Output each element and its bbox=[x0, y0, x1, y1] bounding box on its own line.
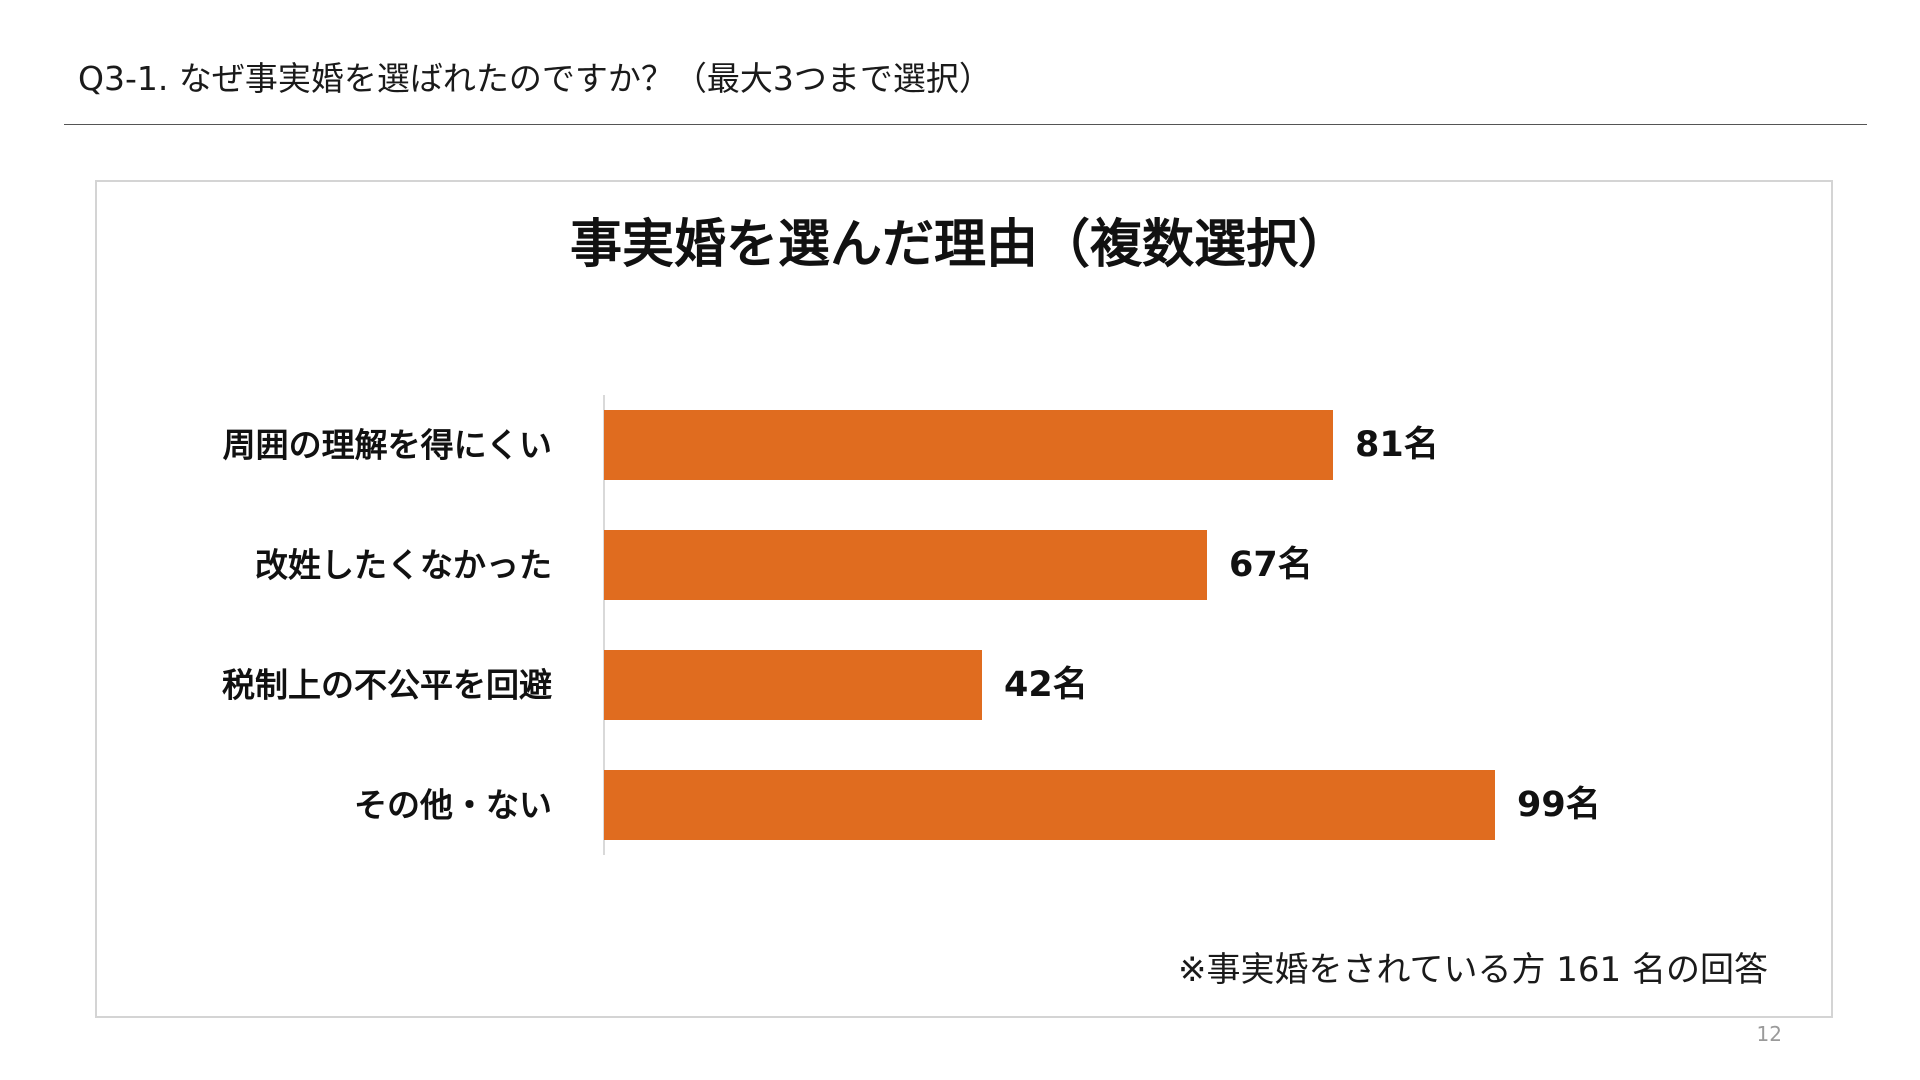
respondent-note: ※事実婚をされている方 161 名の回答 bbox=[1178, 950, 1768, 990]
data-label: 42名 bbox=[1004, 665, 1088, 705]
bar bbox=[604, 410, 1333, 480]
page-number: 12 bbox=[1756, 1022, 1782, 1046]
bar bbox=[604, 530, 1207, 600]
header-divider bbox=[64, 124, 1867, 125]
category-label: 改姓したくなかった bbox=[255, 546, 552, 585]
category-label: 周囲の理解を得にくい bbox=[223, 426, 552, 465]
category-label: 税制上の不公平を回避 bbox=[222, 666, 552, 705]
data-label: 67名 bbox=[1229, 545, 1313, 585]
data-label: 99名 bbox=[1517, 785, 1601, 825]
question-heading: Q3-1. なぜ事実婚を選ばれたのですか？（最大3つまで選択） bbox=[78, 59, 992, 98]
data-label: 81名 bbox=[1355, 425, 1439, 465]
bar bbox=[604, 770, 1495, 840]
category-label: その他・ない bbox=[354, 786, 552, 825]
chart-title: 事実婚を選んだ理由（複数選択） bbox=[569, 215, 1350, 275]
bar bbox=[604, 650, 982, 720]
